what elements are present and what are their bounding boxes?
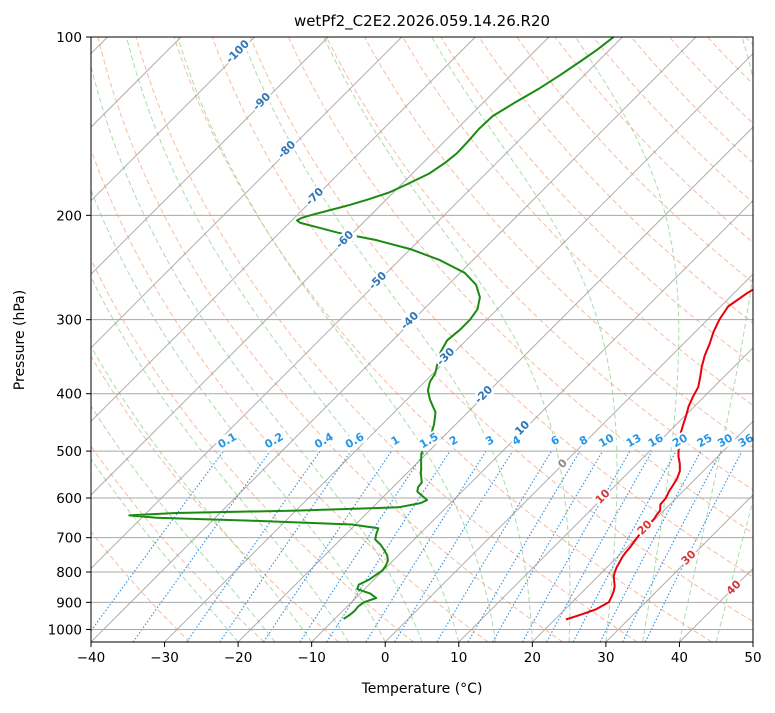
chart-title: wetPf2_C2E2.2026.059.14.26.R20 xyxy=(294,12,550,31)
x-tick-label: −20 xyxy=(224,650,253,666)
y-tick-label: 800 xyxy=(56,565,82,581)
x-axis-label: Temperature (°C) xyxy=(361,681,483,697)
x-tick-label: 0 xyxy=(381,650,390,666)
y-tick-label: 900 xyxy=(56,595,82,611)
y-tick-label: 300 xyxy=(56,313,82,329)
y-tick-label: 700 xyxy=(56,531,82,547)
x-tick-label: 50 xyxy=(744,650,761,666)
x-tick-label: −30 xyxy=(150,650,179,666)
y-tick-label: 500 xyxy=(56,444,82,460)
y-tick-label: 600 xyxy=(56,491,82,507)
y-axis-label: Pressure (hPa) xyxy=(12,290,28,390)
x-tick-label: 20 xyxy=(524,650,541,666)
y-tick-label: 400 xyxy=(56,387,82,403)
x-tick-label: −40 xyxy=(77,650,106,666)
y-tick-label: 100 xyxy=(56,30,82,46)
y-tick-label: 1000 xyxy=(48,622,82,638)
x-tick-label: 40 xyxy=(671,650,688,666)
x-tick-label: 10 xyxy=(450,650,467,666)
x-tick-label: −10 xyxy=(297,650,326,666)
x-tick-label: 30 xyxy=(597,650,614,666)
y-tick-label: 200 xyxy=(56,208,82,224)
